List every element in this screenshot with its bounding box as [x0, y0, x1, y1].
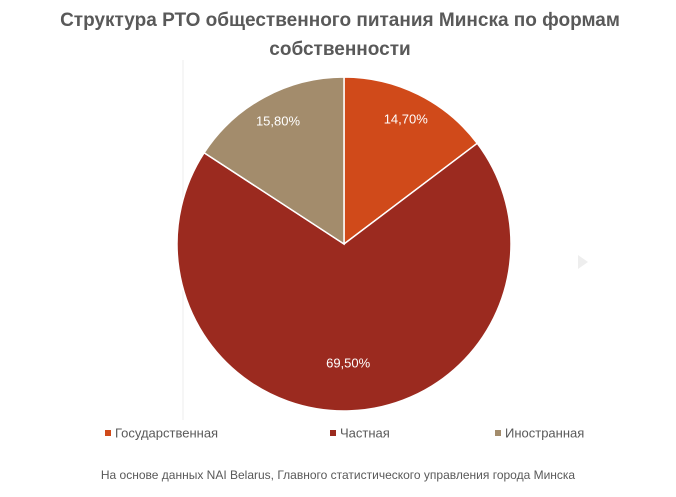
legend-swatch: [330, 430, 336, 436]
legend-label: Государственная: [115, 425, 218, 440]
data-label: 15,80%: [256, 114, 301, 129]
pie-slice: [343, 76, 479, 246]
legend-swatch: [105, 430, 111, 436]
arrow-icon: [578, 255, 588, 269]
pie-slice: [176, 142, 512, 412]
chart-title: Структура РТО общественного питания Минс…: [60, 10, 620, 60]
note: На основе данных NAI Belarus, Главного с…: [101, 468, 576, 482]
legend-label: Иностранная: [505, 425, 584, 440]
data-label: 69,50%: [326, 356, 371, 371]
data-label: 14,70%: [384, 111, 429, 126]
pie-slice: [203, 76, 345, 246]
legend-swatch: [495, 430, 501, 436]
legend-label: Частная: [340, 425, 390, 440]
